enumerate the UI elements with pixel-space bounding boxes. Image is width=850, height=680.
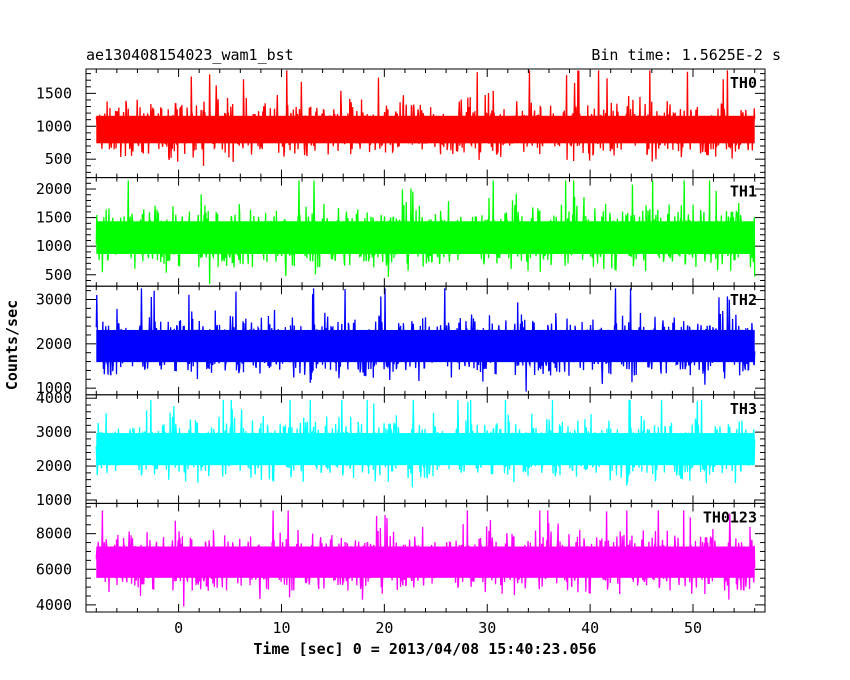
- y-tick-label: 500: [45, 266, 72, 284]
- series-line-th0: [95, 70, 756, 166]
- bin-time-label: Bin time: 1.5625E-2 s: [591, 46, 781, 64]
- chart-title: ae130408154023_wam1_bst: [86, 46, 294, 64]
- y-tick-label: 2000: [36, 335, 72, 353]
- x-tick-label: 30: [478, 619, 496, 637]
- y-tick-label: 500: [45, 150, 72, 168]
- x-tick-label: 20: [375, 619, 393, 637]
- panel-label-th0: TH0: [730, 74, 757, 92]
- y-tick-label: 1000: [36, 379, 72, 397]
- y-tick-label: 8000: [36, 525, 72, 543]
- y-tick-label: 1000: [36, 237, 72, 255]
- x-tick-label: 0: [174, 619, 183, 637]
- x-tick-label: 50: [684, 619, 702, 637]
- y-tick-label: 1500: [36, 209, 72, 227]
- y-tick-label: 3000: [36, 423, 72, 441]
- y-tick-label: 3000: [36, 290, 72, 308]
- y-tick-label: 1500: [36, 84, 72, 102]
- panel-th1: 500 1000 1500 2000 TH1: [36, 177, 766, 287]
- y-tick-label: 2000: [36, 180, 72, 198]
- series-line-th1: [95, 180, 756, 284]
- x-tick-label: 40: [581, 619, 599, 637]
- y-tick-label: 4000: [36, 389, 72, 407]
- x-axis: 0 10 20 30 40 50: [174, 619, 702, 637]
- panel-th2: 1000 2000 3000 TH2: [36, 285, 766, 397]
- panel-th0123: 4000 6000 8000 TH0123: [36, 502, 766, 614]
- panels-group: 500 1000 1500 TH0 500 1000 1500 2000 TH1 1000 2000…: [36, 68, 766, 614]
- y-tick-label: 6000: [36, 560, 72, 578]
- panel-label-th2: TH2: [730, 291, 757, 309]
- series-line-th2: [95, 288, 756, 392]
- x-tick-label: 10: [272, 619, 290, 637]
- y-tick-label: 1000: [36, 491, 72, 509]
- panel-label-th1: TH1: [730, 183, 757, 201]
- panel-label-th0123: TH0123: [703, 508, 757, 526]
- y-tick-label: 4000: [36, 596, 72, 614]
- series-line-th0123: [95, 510, 756, 607]
- panel-label-th3: TH3: [730, 400, 757, 418]
- y-tick-label: 2000: [36, 457, 72, 475]
- series-line-th3: [95, 399, 756, 488]
- panel-th3: 1000 2000 3000 4000 TH3: [36, 389, 766, 509]
- panel-th0: 500 1000 1500 TH0: [36, 68, 766, 179]
- y-axis-label: Counts/sec: [3, 300, 21, 390]
- y-tick-label: 1000: [36, 117, 72, 135]
- x-axis-label: Time [sec] 0 = 2013/04/08 15:40:23.056: [253, 640, 596, 658]
